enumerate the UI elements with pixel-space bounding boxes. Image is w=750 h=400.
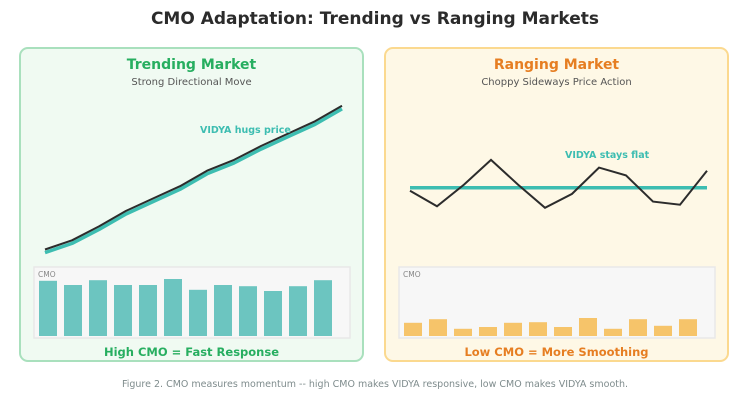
- trending-cmo-bar: [314, 280, 332, 336]
- figure-title: CMO Adaptation: Trending vs Ranging Mark…: [150, 9, 600, 29]
- ranging-cmo-bar: [454, 328, 472, 336]
- ranging-cmo-bar: [529, 322, 547, 336]
- ranging-cmo-bar: [429, 319, 447, 336]
- trending-panel-footer: High CMO = Fast Response: [103, 345, 280, 359]
- trending-panel-title: Trending Market: [126, 57, 257, 73]
- ranging-cmo-bar: [404, 322, 422, 336]
- figure-caption: Figure 2. CMO measures momentum -- high …: [121, 379, 629, 390]
- ranging-cmo-bar: [479, 327, 497, 336]
- ranging-chart: CMO VIDYA stays flat: [398, 150, 716, 339]
- ranging-cmo-bar: [604, 328, 622, 336]
- ranging-panel-title: Ranging Market: [493, 57, 620, 73]
- ranging-panel-subtitle: Choppy Sideways Price Action: [481, 77, 632, 88]
- trending-vidya-line: [44, 107, 343, 255]
- ranging-price-line: [409, 158, 708, 209]
- ranging-cmo-bar: [579, 318, 597, 336]
- ranging-panel-footer: Low CMO = More Smoothing: [464, 345, 649, 359]
- trending-cmo-bar: [214, 285, 232, 336]
- trending-cmo-bar: [139, 285, 157, 336]
- trending-panel-subtitle: Strong Directional Move: [131, 77, 252, 88]
- ranging-cmo-bar: [554, 327, 572, 336]
- trending-annotation: VIDYA hugs price: [200, 125, 291, 136]
- trending-cmo-bars: [39, 279, 332, 336]
- trending-cmo-bar: [239, 286, 257, 336]
- trending-cmo-bar: [114, 285, 132, 336]
- trending-cmo-bar: [289, 286, 307, 336]
- ranging-cmo-bar: [629, 319, 647, 336]
- trending-cmo-bar: [89, 280, 107, 336]
- trending-cmo-bar: [39, 280, 57, 336]
- trending-cmo-bar: [189, 289, 207, 336]
- ranging-cmo-bar: [679, 319, 697, 336]
- trending-cmo-bar: [64, 285, 82, 336]
- trending-price-line: [44, 104, 343, 251]
- ranging-cmo-label: CMO: [403, 270, 421, 279]
- ranging-cmo-bar: [504, 322, 522, 336]
- trending-chart: CMO VIDYA hugs price: [33, 104, 351, 339]
- trending-cmo-label: CMO: [38, 270, 56, 279]
- trending-cmo-bar: [264, 291, 282, 336]
- ranging-annotation: VIDYA stays flat: [565, 150, 650, 161]
- ranging-cmo-bar: [654, 325, 672, 336]
- trending-cmo-bar: [164, 279, 182, 336]
- ranging-cmo-bars: [404, 318, 697, 336]
